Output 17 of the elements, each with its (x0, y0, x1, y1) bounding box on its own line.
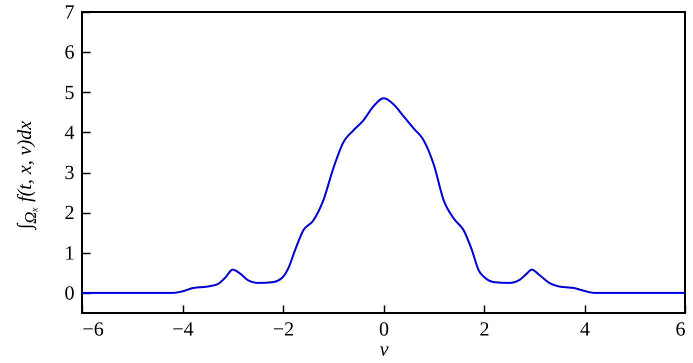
y-tick-label: 0 (64, 282, 74, 304)
y-tick-label: 4 (64, 122, 74, 144)
x-tick-label: 2 (480, 318, 490, 340)
y-tick-label: 1 (64, 242, 74, 264)
y-tick-label: 2 (64, 202, 74, 224)
x-tick-label: −4 (172, 318, 194, 340)
x-axis-title: v (380, 338, 389, 360)
line-series (82, 97, 685, 294)
x-tick-label: −2 (272, 318, 294, 340)
x-tick-label: 6 (676, 318, 686, 340)
y-tick-label: 7 (64, 2, 74, 24)
y-tick-label: 3 (64, 162, 74, 184)
x-tick-label: 0 (379, 318, 389, 340)
y-tick-label: 5 (64, 82, 74, 104)
x-tick-label: −6 (82, 318, 104, 340)
y-tick-label: 6 (64, 42, 74, 64)
x-tick-label: 4 (580, 318, 590, 340)
